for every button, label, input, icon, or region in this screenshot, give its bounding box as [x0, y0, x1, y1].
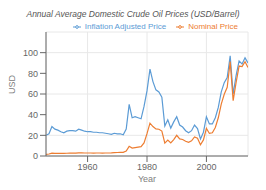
html-text:Inflation Adjusted Price: Inflation Adjusted Price [84, 22, 167, 31]
svg-text:100: 100 [23, 48, 38, 58]
svg-text:0: 0 [33, 151, 38, 161]
svg-text:80: 80 [28, 69, 38, 79]
svg-text:2000: 2000 [196, 162, 216, 172]
svg-text:60: 60 [28, 89, 38, 99]
svg-text:20: 20 [28, 131, 38, 141]
svg-text:1980: 1980 [137, 162, 157, 172]
svg-text:Year: Year [138, 174, 156, 182]
html-text:Nominal Price: Nominal Price [188, 22, 238, 31]
svg-text:40: 40 [28, 110, 38, 120]
svg-text:1960: 1960 [78, 162, 98, 172]
svg-text:USD: USD [8, 74, 17, 94]
html-text:Annual Average Domestic Crude: Annual Average Domestic Crude Oil Prices… [26, 9, 240, 19]
